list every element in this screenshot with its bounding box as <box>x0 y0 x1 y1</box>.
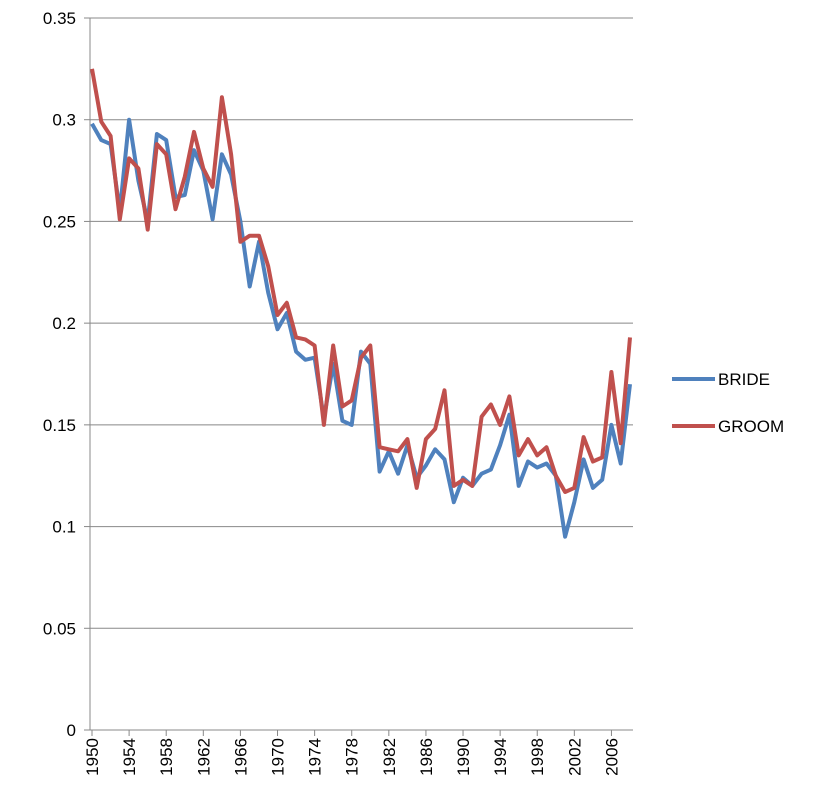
legend-label: BRIDE <box>718 370 770 389</box>
x-tick-label: 1982 <box>380 738 399 776</box>
series-line <box>90 117 632 539</box>
series-line <box>90 68 632 494</box>
x-tick-label: 1990 <box>454 738 473 776</box>
y-tick-label: 0.1 <box>52 518 76 537</box>
y-tick-label: 0.25 <box>43 212 76 231</box>
x-tick-label: 1962 <box>194 738 213 776</box>
x-tick-label: 2006 <box>602 738 621 776</box>
x-tick-label: 1958 <box>157 738 176 776</box>
y-tick-label: 0 <box>67 721 76 740</box>
x-tick-label: 2002 <box>565 738 584 776</box>
y-tick-label: 0.05 <box>43 619 76 638</box>
x-tick-label: 1970 <box>269 738 288 776</box>
y-tick-label: 0.2 <box>52 314 76 333</box>
x-tick-label: 1994 <box>491 738 510 776</box>
x-tick-label: 1954 <box>120 738 139 776</box>
x-tick-label: 1978 <box>343 738 362 776</box>
x-tick-label: 1974 <box>306 738 325 776</box>
x-tick-label: 1950 <box>83 738 102 776</box>
x-tick-label: 1966 <box>231 738 250 776</box>
y-tick-label: 0.15 <box>43 416 76 435</box>
y-tick-label: 0.35 <box>43 9 76 28</box>
y-tick-label: 0.3 <box>52 111 76 130</box>
x-tick-label: 1986 <box>417 738 436 776</box>
legend-label: GROOM <box>718 417 784 436</box>
x-tick-label: 1998 <box>528 738 547 776</box>
